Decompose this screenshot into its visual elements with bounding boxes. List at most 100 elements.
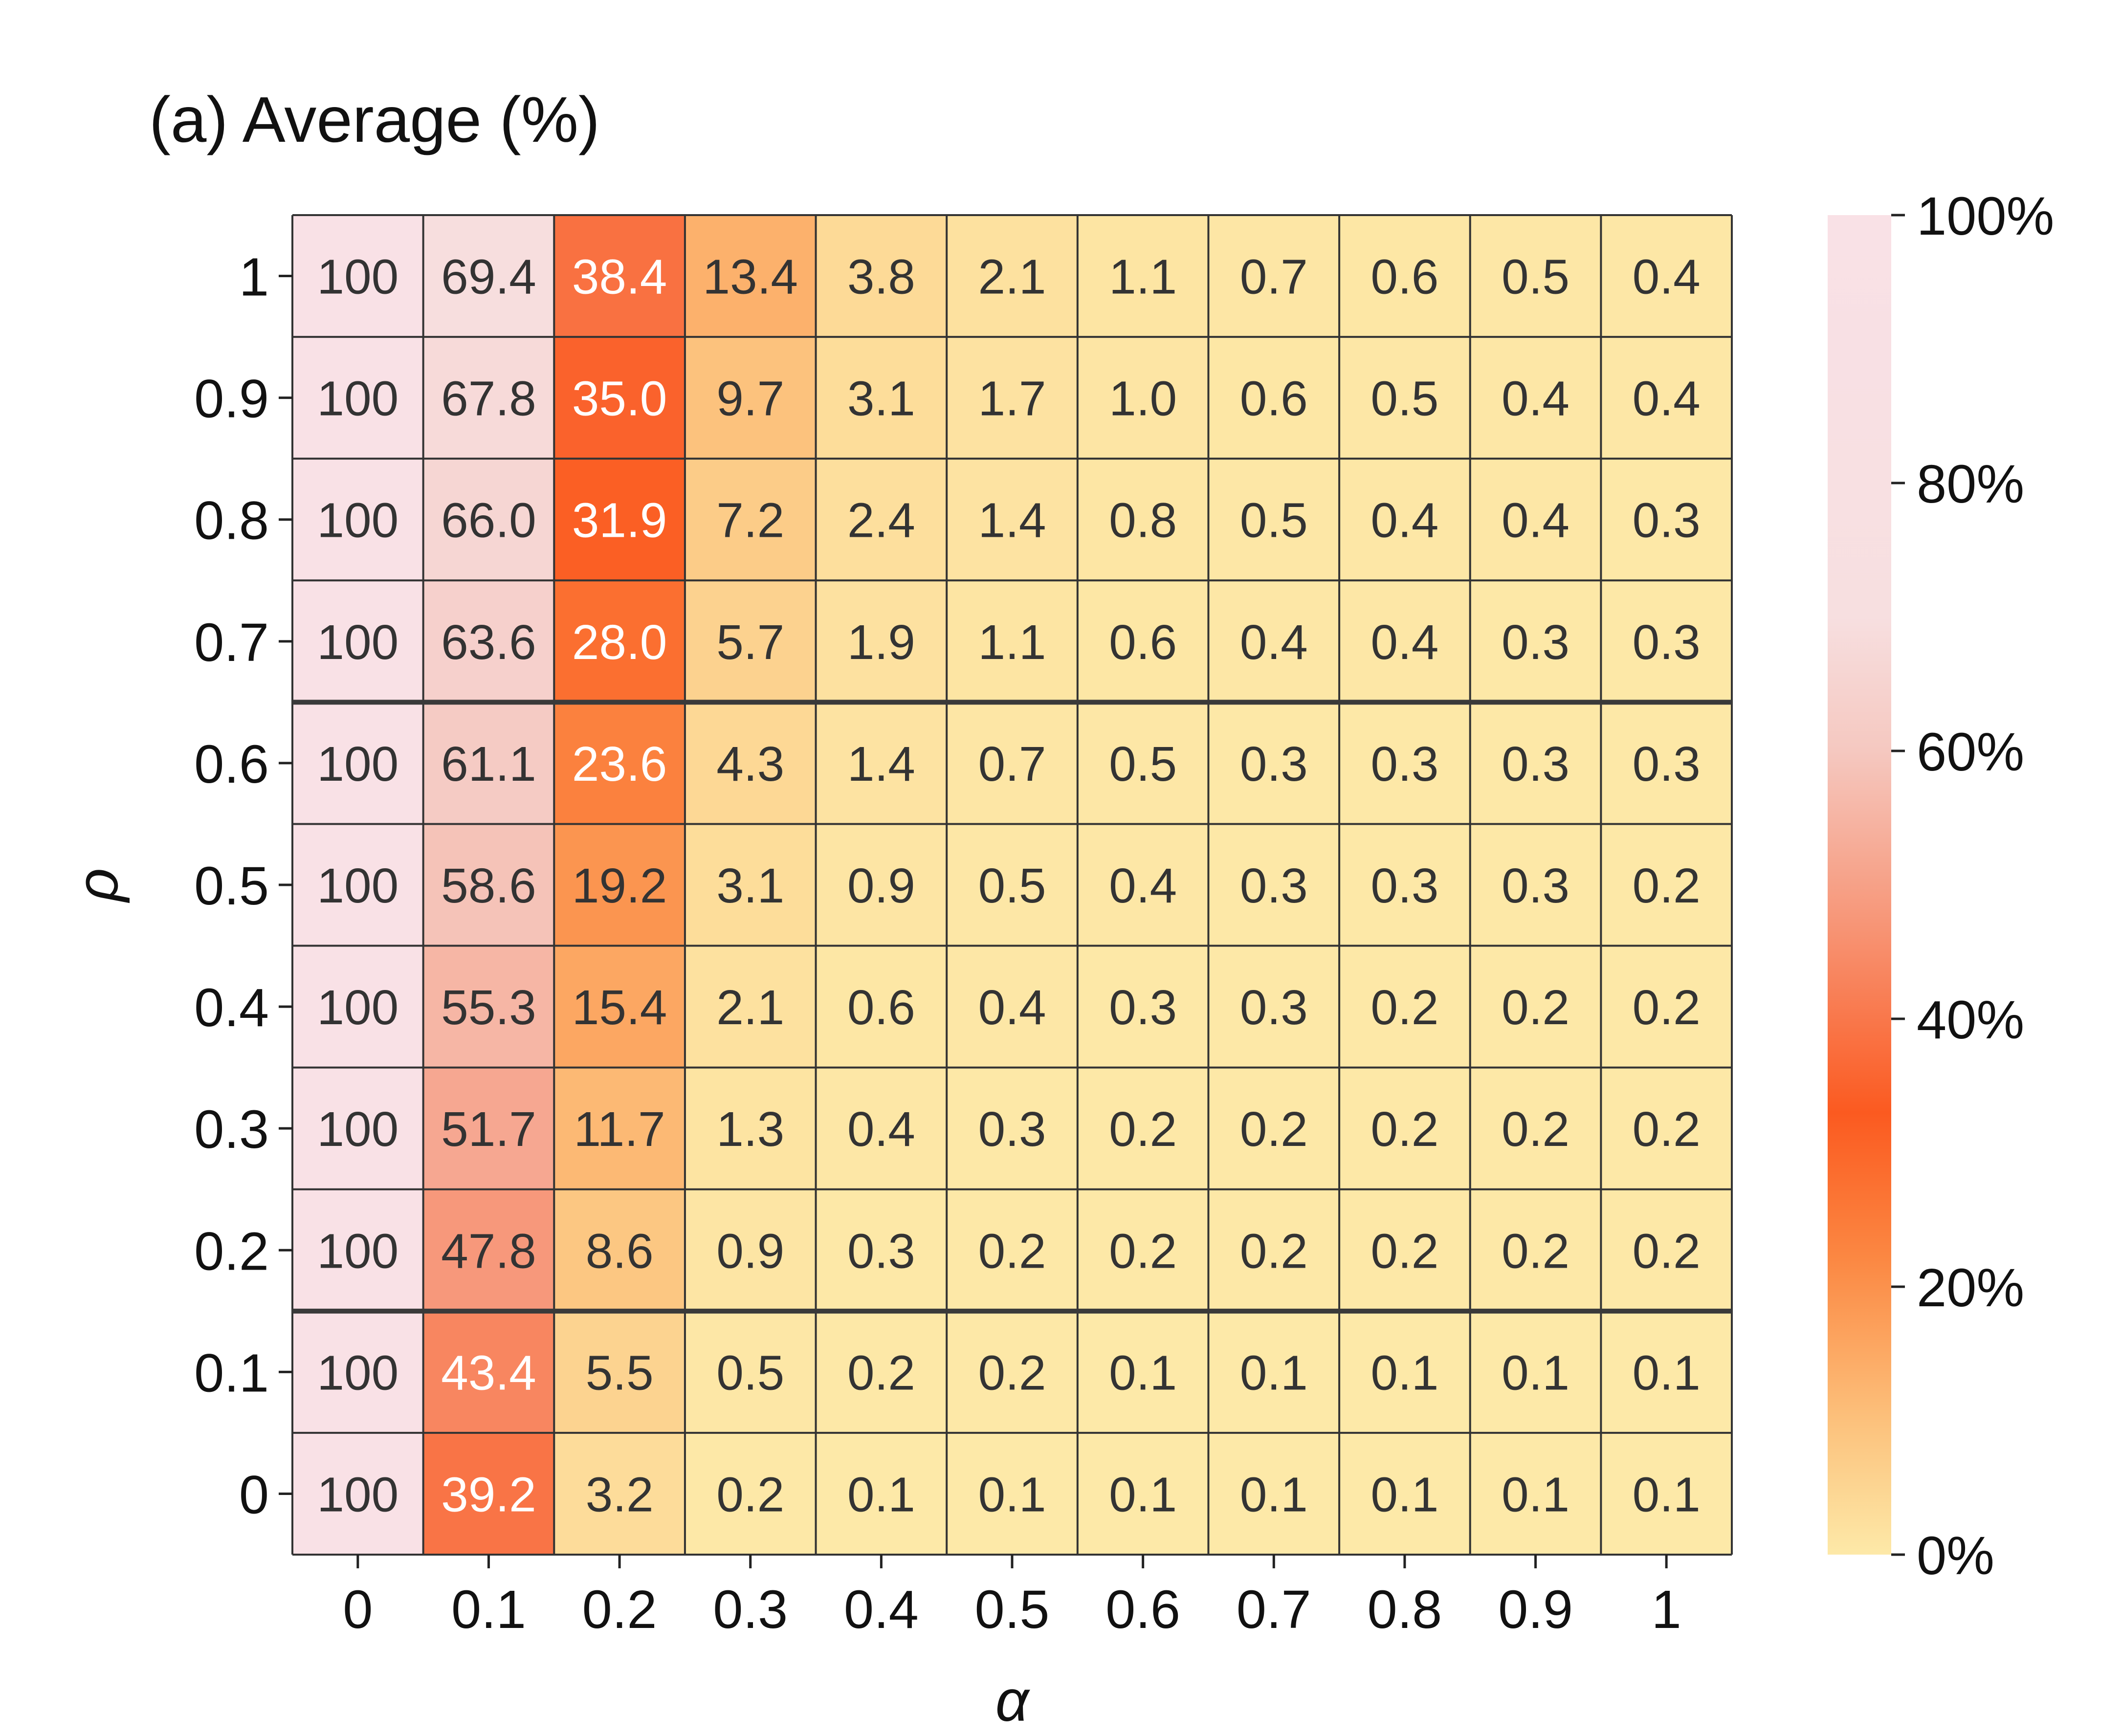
heatmap-cell <box>1208 580 1340 703</box>
cell-value-label: 0.4 <box>1633 250 1701 305</box>
heatmap-cell <box>554 580 685 703</box>
heatmap-cell <box>1339 459 1471 581</box>
cell-value-label: 0.3 <box>1370 737 1438 791</box>
x-tick-label: 0 <box>343 1580 373 1640</box>
cell-value-label: 0.2 <box>1633 980 1701 1035</box>
heatmap-cell <box>816 1311 947 1433</box>
heatmap-cell <box>947 1432 1078 1555</box>
heatmap-cell <box>1470 337 1601 459</box>
y-tick-label: 0 <box>239 1465 269 1525</box>
cell-value-label: 0.6 <box>1109 615 1177 670</box>
heatmap-cell <box>1470 702 1601 824</box>
cell-value-label: 2.1 <box>716 980 784 1035</box>
heatmap-cell <box>292 215 424 337</box>
heatmap-cell <box>1601 945 1732 1068</box>
cell-value-label: 1.1 <box>978 615 1046 670</box>
cell-value-label: 0.3 <box>1633 615 1701 670</box>
heatmap-cell <box>292 824 424 946</box>
cell-value-label: 100 <box>317 250 398 305</box>
heatmap-cell <box>423 337 554 459</box>
heatmap-cell <box>292 1189 424 1312</box>
heatmap-cell <box>1339 580 1471 703</box>
heatmap-cell <box>685 824 817 946</box>
cell-value-label: 9.7 <box>716 372 784 426</box>
cell-value-label: 0.3 <box>1502 737 1569 791</box>
heatmap-cell <box>685 580 817 703</box>
heatmap-cell <box>1077 1432 1209 1555</box>
x-tick-label: 1 <box>1652 1580 1681 1640</box>
heatmap-cell <box>1208 1432 1340 1555</box>
heatmap-cell <box>1470 945 1601 1068</box>
heatmap-cell <box>1339 337 1471 459</box>
colorbar-tick-label: 80% <box>1917 454 2024 514</box>
cell-value-label: 38.4 <box>572 250 667 305</box>
cell-value-label: 11.7 <box>574 1102 665 1157</box>
heatmap-cell <box>816 1189 947 1312</box>
cell-value-label: 0.5 <box>1502 250 1569 305</box>
cell-value-label: 0.3 <box>1633 737 1701 791</box>
cell-value-label: 0.3 <box>1240 737 1308 791</box>
cell-value-label: 100 <box>317 615 398 670</box>
colorbar-tick-label: 60% <box>1917 722 2024 782</box>
heatmap-cell <box>1601 337 1732 459</box>
cell-value-label: 0.2 <box>1109 1102 1177 1157</box>
colorbar-gradient <box>1828 215 1891 1555</box>
heatmap-cell <box>685 945 817 1068</box>
cell-value-label: 0.2 <box>1502 1102 1569 1157</box>
cell-value-label: 39.2 <box>441 1467 536 1522</box>
heatmap-cell <box>947 702 1078 824</box>
cell-value-label: 55.3 <box>441 980 536 1035</box>
colorbar-tick-label: 100% <box>1917 186 2054 246</box>
cell-value-label: 28.0 <box>572 615 667 670</box>
heatmap-cell <box>292 1432 424 1555</box>
cell-value-label: 0.6 <box>847 980 915 1035</box>
heatmap-cell <box>1470 1067 1601 1190</box>
heatmap-cell <box>423 580 554 703</box>
heatmap-cell <box>554 1189 685 1312</box>
cell-value-label: 43.4 <box>441 1345 536 1400</box>
cell-value-label: 1.3 <box>716 1102 784 1157</box>
cell-value-label: 0.4 <box>978 980 1046 1035</box>
heatmap-cell <box>554 459 685 581</box>
heatmap-cell <box>947 1189 1078 1312</box>
cell-value-label: 0.2 <box>1502 1224 1569 1278</box>
cell-value-label: 0.4 <box>1502 372 1569 426</box>
heatmap-cell <box>1470 580 1601 703</box>
cell-value-label: 0.3 <box>978 1102 1046 1157</box>
heatmap-cell <box>1601 580 1732 703</box>
heatmap-cell <box>1208 1311 1340 1433</box>
cell-value-label: 1.4 <box>847 737 915 791</box>
heatmap-cell <box>554 945 685 1068</box>
heatmap-cell <box>292 945 424 1068</box>
cell-value-label: 5.5 <box>586 1345 654 1400</box>
cell-value-label: 0.6 <box>1370 250 1438 305</box>
cell-value-label: 2.4 <box>847 493 915 548</box>
heatmap-cell <box>816 702 947 824</box>
heatmap-cell <box>1339 215 1471 337</box>
y-tick-label: 0.1 <box>194 1343 269 1403</box>
heatmap-cell <box>816 1067 947 1190</box>
heatmap-cell <box>292 580 424 703</box>
cell-value-label: 66.0 <box>441 493 536 548</box>
heatmap-cell <box>554 1432 685 1555</box>
cell-value-label: 100 <box>317 1224 398 1278</box>
heatmap-cell <box>554 1067 685 1190</box>
heatmap-cell <box>947 824 1078 946</box>
heatmap-cell <box>292 702 424 824</box>
cell-value-label: 0.2 <box>1240 1224 1308 1278</box>
heatmap-cell <box>1601 1432 1732 1555</box>
cell-value-label: 0.1 <box>1370 1345 1438 1400</box>
cell-value-label: 0.8 <box>1109 493 1177 548</box>
cell-value-label: 69.4 <box>441 250 536 305</box>
heatmap-cell <box>816 215 947 337</box>
heatmap-cell <box>554 702 685 824</box>
cell-value-label: 0.4 <box>1502 493 1569 548</box>
cell-value-label: 0.2 <box>847 1345 915 1400</box>
cell-value-label: 0.3 <box>1502 615 1569 670</box>
cell-value-label: 0.5 <box>1370 372 1438 426</box>
cell-value-label: 0.2 <box>978 1224 1046 1278</box>
heatmap-cell <box>947 215 1078 337</box>
cell-value-label: 23.6 <box>572 737 667 791</box>
cell-value-label: 0.1 <box>1633 1467 1701 1522</box>
